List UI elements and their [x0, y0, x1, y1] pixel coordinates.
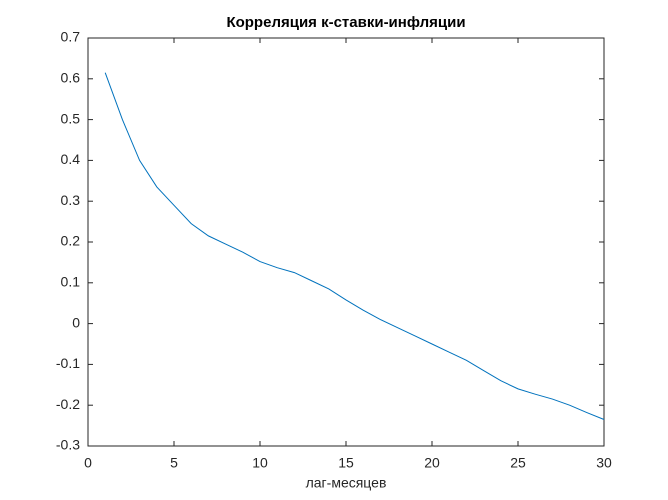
- y-tick-label: 0: [72, 314, 80, 330]
- x-tick-label: 0: [84, 455, 92, 471]
- x-tick-label: 5: [170, 455, 178, 471]
- y-tick-label: -0.3: [56, 437, 80, 453]
- y-tick-label: 0.5: [61, 110, 81, 126]
- y-tick-label: 0.3: [61, 192, 81, 208]
- y-tick-label: -0.1: [56, 355, 80, 371]
- chart-title: Корреляция к-ставки-инфляции: [226, 14, 465, 31]
- x-tick-label: 15: [338, 455, 354, 471]
- x-tick-label: 25: [510, 455, 526, 471]
- y-tick-label: 0.7: [61, 29, 81, 45]
- y-tick-label: 0.6: [61, 70, 81, 86]
- x-axis-label: лаг-месяцев: [306, 475, 387, 491]
- x-tick-label: 10: [252, 455, 268, 471]
- y-tick-label: 0.2: [61, 233, 81, 249]
- y-tick-label: 0.1: [61, 274, 81, 290]
- x-tick-label: 20: [424, 455, 440, 471]
- x-tick-label: 30: [596, 455, 612, 471]
- plot-area: [87, 37, 605, 447]
- y-tick-label: 0.4: [61, 151, 81, 167]
- line: [104, 72, 605, 420]
- y-tick-label: -0.2: [56, 396, 80, 412]
